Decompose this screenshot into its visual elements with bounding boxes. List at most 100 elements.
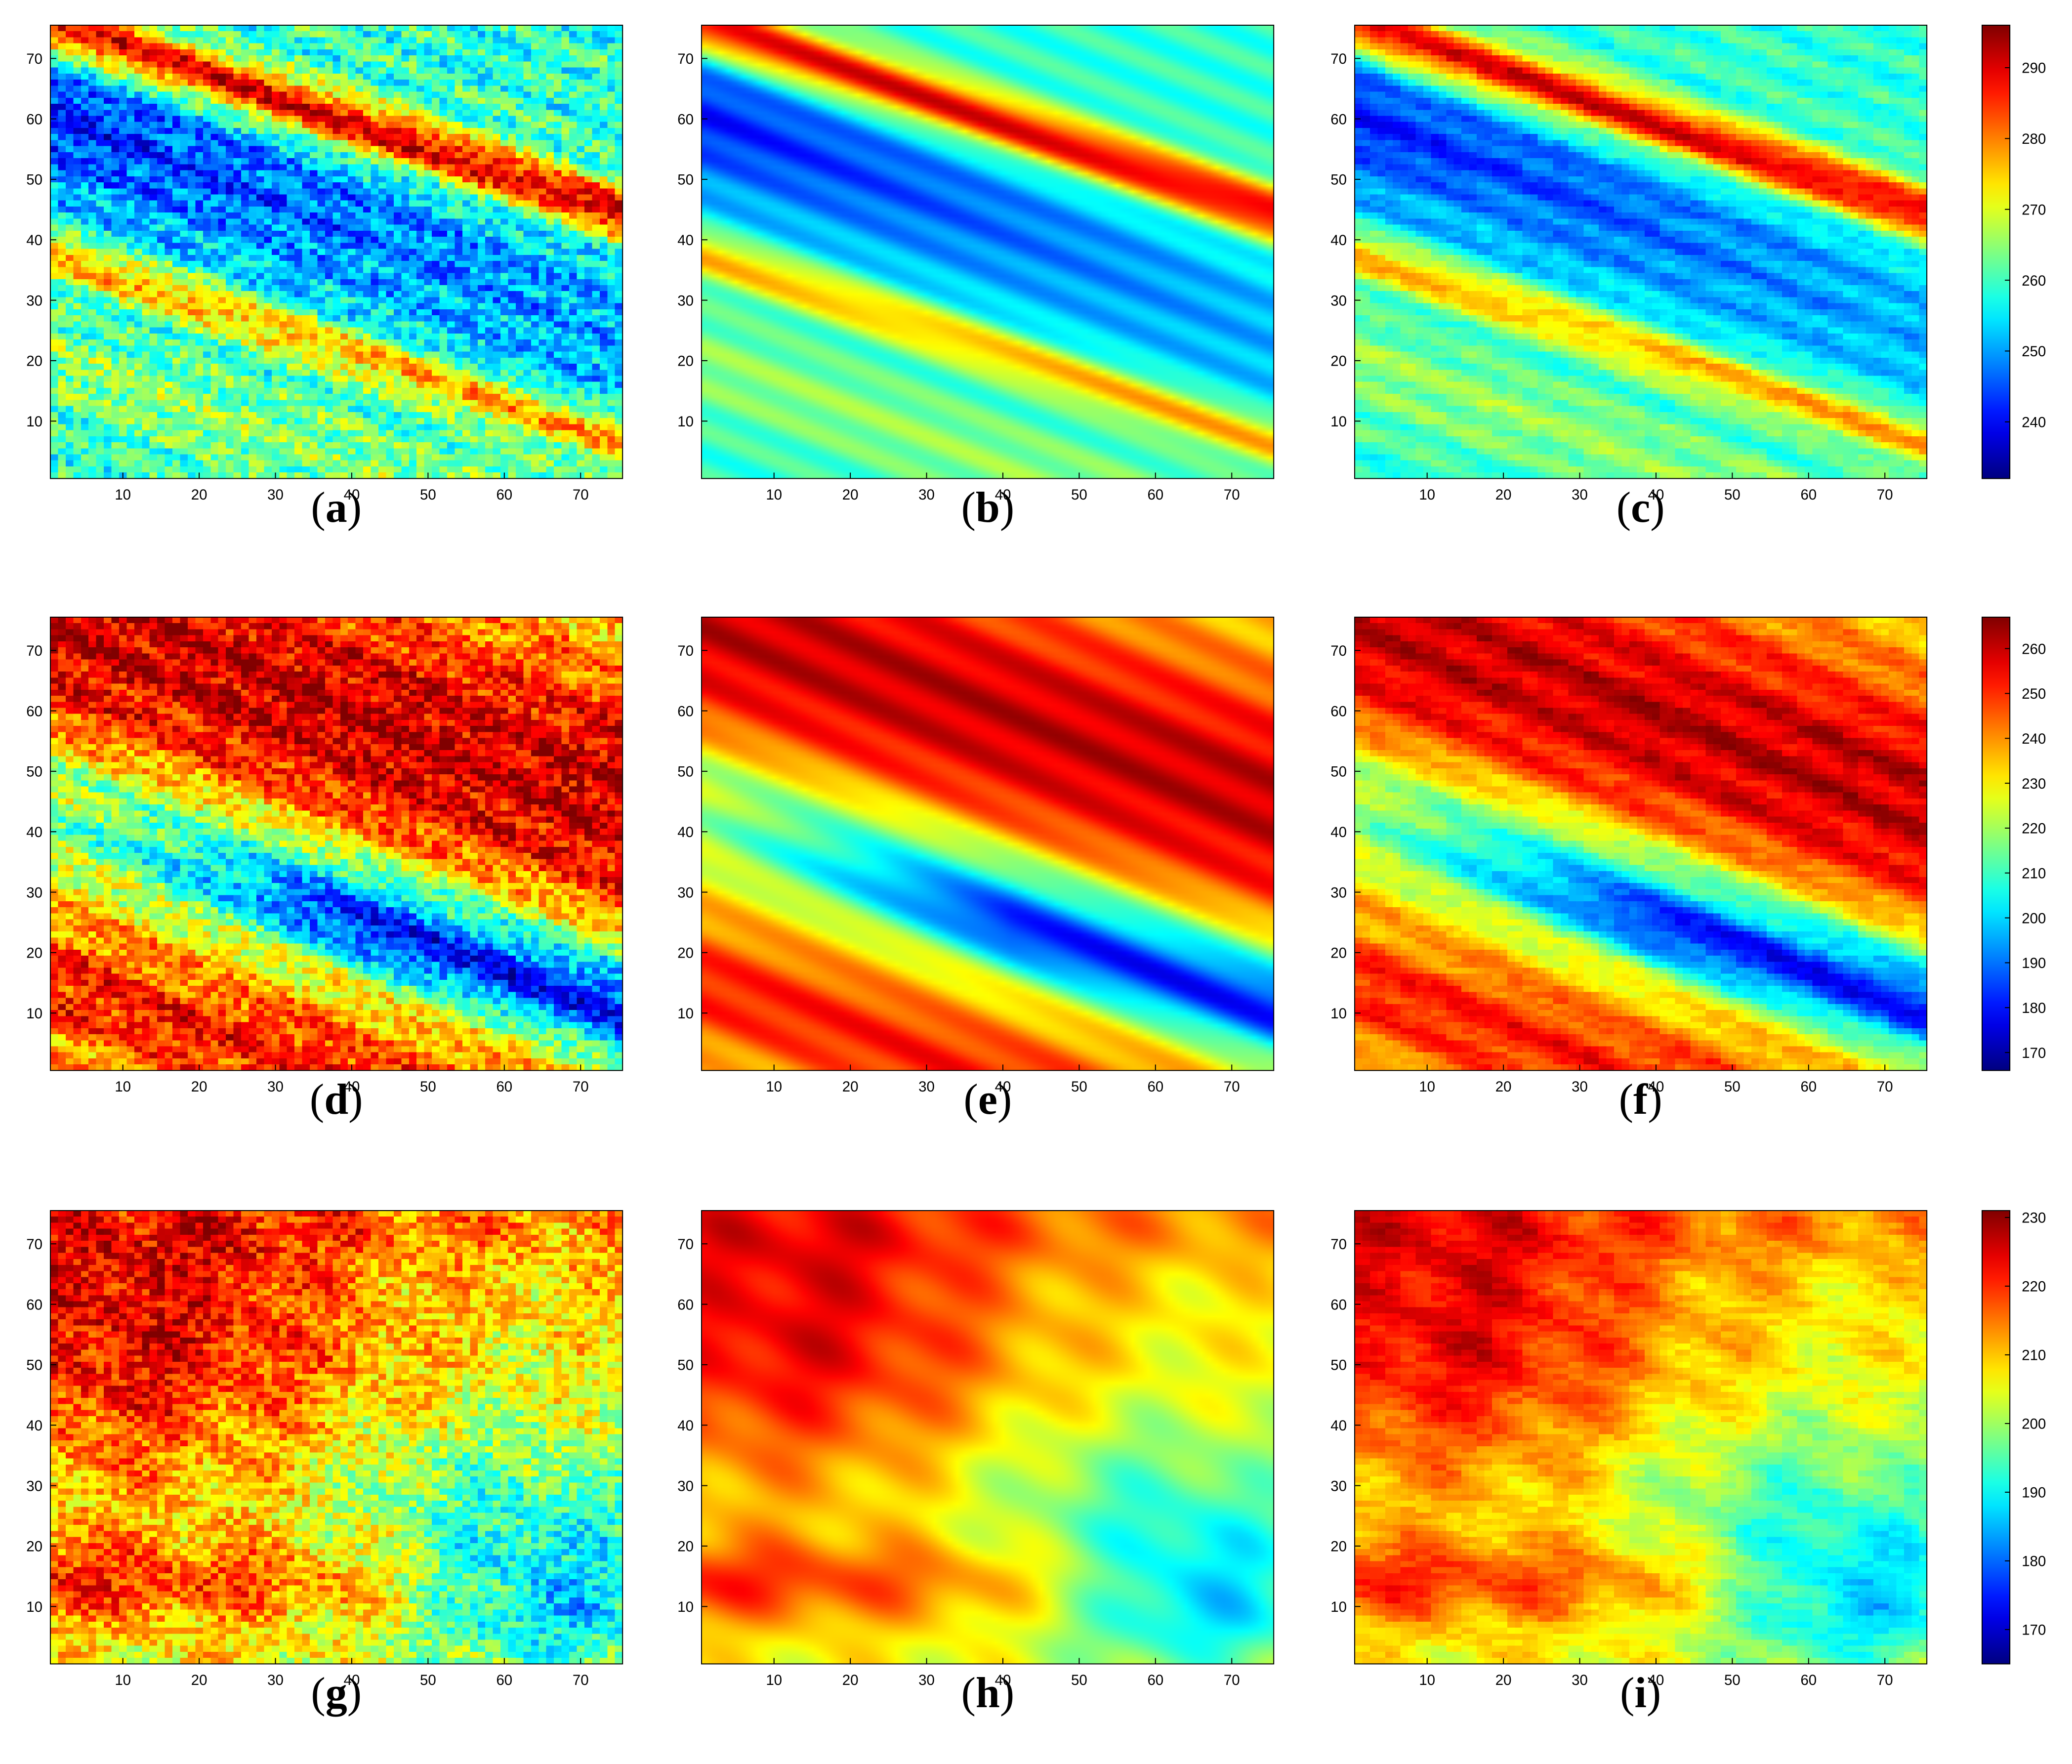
colorbar-tick-label: 280 — [2022, 131, 2046, 147]
colorbar-tick-label: 180 — [2022, 1554, 2046, 1570]
x-tick-label: 70 — [1224, 487, 1240, 503]
x-tick-label: 70 — [572, 1079, 588, 1095]
colorbar-row-3: 170 180 190 200 210 220 230 — [1982, 1210, 2046, 1665]
heatmap-image-g — [50, 1211, 622, 1664]
heatmap-image-f — [1354, 617, 1927, 1071]
y-tick-label: 40 — [26, 1418, 42, 1434]
x-tick-label: 10 — [1419, 1079, 1435, 1095]
x-tick-label: 60 — [496, 1079, 512, 1095]
heatmap-svg-i: 10 20 30 40 50 60 70 10 20 30 40 50 60 70 — [1330, 1210, 1927, 1688]
colorbar-gradient — [1982, 617, 2011, 1071]
plot-frame — [701, 1210, 1275, 1665]
x-tick-label: 70 — [1876, 1672, 1893, 1688]
colorbar-row-1: 240 250 260 270 280 290 — [1982, 24, 2046, 479]
x-tick-label: 20 — [191, 1079, 207, 1095]
y-tick-label: 40 — [26, 824, 42, 840]
x-tick-label: 10 — [766, 1079, 783, 1095]
colorbar-gradient — [1982, 24, 2011, 479]
x-tick-label: 20 — [842, 1672, 859, 1688]
y-tick-label: 10 — [678, 1599, 694, 1615]
x-tick-label: 50 — [1071, 487, 1087, 503]
x-tick-label: 40 — [995, 1672, 1011, 1688]
y-tick-label: 50 — [26, 171, 42, 188]
x-tick-label: 10 — [1419, 1672, 1435, 1688]
colorbar-tick-label: 200 — [2022, 1416, 2046, 1432]
x-tick-label: 40 — [343, 1672, 360, 1688]
panel-label-c: (c) — [1616, 483, 1665, 532]
y-tick-label: 50 — [26, 764, 42, 780]
y-tick-label: 20 — [678, 945, 694, 962]
colorbar-tick-label: 240 — [2022, 414, 2046, 430]
colorbar-tick-label: 230 — [2022, 776, 2046, 792]
y-tick-label: 70 — [678, 51, 694, 67]
x-tick-label: 60 — [496, 1672, 512, 1688]
heatmap-svg-e: 10 20 30 40 50 60 70 10 20 30 40 50 60 70 — [678, 617, 1275, 1095]
y-tick-label: 10 — [26, 1599, 42, 1615]
y-tick-label: 20 — [1330, 945, 1347, 962]
x-tick-label: 40 — [995, 1079, 1011, 1095]
colorbar-tick-label: 270 — [2022, 202, 2046, 218]
heatmap-panel-f: 10 20 30 40 50 60 70 10 20 30 40 50 60 70 — [1330, 617, 1927, 1095]
y-tick-label: 30 — [26, 293, 42, 309]
x-tick-label: 40 — [1648, 487, 1664, 503]
x-tick-label: 10 — [115, 1672, 131, 1688]
plot-frame — [701, 617, 1275, 1071]
x-tick-label: 10 — [1419, 487, 1435, 503]
x-tick-label: 20 — [1495, 1079, 1511, 1095]
y-tick-label: 30 — [678, 1478, 694, 1494]
y-tick-label: 70 — [678, 643, 694, 659]
y-tick-label: 30 — [678, 293, 694, 309]
x-tick-label: 30 — [267, 487, 284, 503]
panel-label-a: (a) — [311, 483, 362, 532]
panel-label-f: (f) — [1618, 1075, 1662, 1124]
y-tick-label: 70 — [1330, 1236, 1347, 1253]
x-tick-label: 10 — [115, 1079, 131, 1095]
heatmap-svg-f: 10 20 30 40 50 60 70 10 20 30 40 50 60 70 — [1330, 617, 1927, 1095]
heatmap-panel-c: 10 20 30 40 50 60 70 10 20 30 40 50 60 70 — [1330, 24, 1927, 503]
y-tick-label: 10 — [1330, 1006, 1347, 1022]
colorbar-svg-1: 240 250 260 270 280 290 — [1982, 24, 2046, 479]
x-tick-label: 30 — [1572, 487, 1588, 503]
heatmap-image-c — [1354, 25, 1927, 479]
y-tick-label: 50 — [678, 171, 694, 188]
x-tick-label: 30 — [1572, 1672, 1588, 1688]
x-tick-label: 70 — [1876, 1079, 1893, 1095]
x-tick-label: 30 — [267, 1672, 284, 1688]
y-tick-label: 40 — [1330, 1418, 1347, 1434]
x-tick-label: 60 — [1800, 487, 1817, 503]
x-tick-label: 60 — [1800, 1672, 1817, 1688]
plot-frame — [701, 24, 1275, 479]
heatmap-panel-e: 10 20 30 40 50 60 70 10 20 30 40 50 60 70 — [678, 617, 1275, 1095]
colorbar-gradient — [1982, 1210, 2011, 1665]
y-tick-label: 20 — [678, 353, 694, 369]
y-tick-label: 50 — [1330, 171, 1347, 188]
colorbar-tick-label: 210 — [2022, 866, 2046, 882]
panel-label-d: (d) — [309, 1075, 363, 1124]
heatmap-svg-h: 10 20 30 40 50 60 70 10 20 30 40 50 60 70 — [678, 1210, 1275, 1688]
y-tick-label: 50 — [1330, 764, 1347, 780]
x-tick-label: 30 — [918, 1079, 935, 1095]
heatmap-image-b — [702, 25, 1274, 479]
x-tick-label: 30 — [1572, 1079, 1588, 1095]
x-tick-label: 20 — [842, 1079, 859, 1095]
colorbar-tick-label: 230 — [2022, 1210, 2046, 1226]
colorbar-tick-label: 250 — [2022, 343, 2046, 360]
plot-frame — [49, 617, 623, 1071]
y-tick-label: 70 — [26, 643, 42, 659]
y-tick-label: 10 — [678, 414, 694, 430]
x-tick-label: 20 — [191, 487, 207, 503]
y-tick-label: 60 — [26, 111, 42, 127]
y-tick-label: 40 — [678, 232, 694, 249]
x-tick-label: 20 — [191, 1672, 207, 1688]
x-tick-label: 70 — [1224, 1079, 1240, 1095]
heatmap-panel-a: 10 20 30 40 50 60 70 10 20 30 40 50 60 70 — [26, 24, 623, 503]
x-tick-label: 10 — [766, 1672, 783, 1688]
colorbar-tick-label: 220 — [2022, 821, 2046, 837]
colorbar-tick-label: 180 — [2022, 1000, 2046, 1016]
y-tick-label: 40 — [678, 1418, 694, 1434]
y-tick-label: 70 — [26, 1236, 42, 1253]
colorbar-tick-label: 220 — [2022, 1279, 2046, 1295]
x-tick-label: 70 — [572, 487, 588, 503]
x-tick-label: 50 — [1724, 487, 1740, 503]
colorbar-tick-label: 200 — [2022, 910, 2046, 926]
